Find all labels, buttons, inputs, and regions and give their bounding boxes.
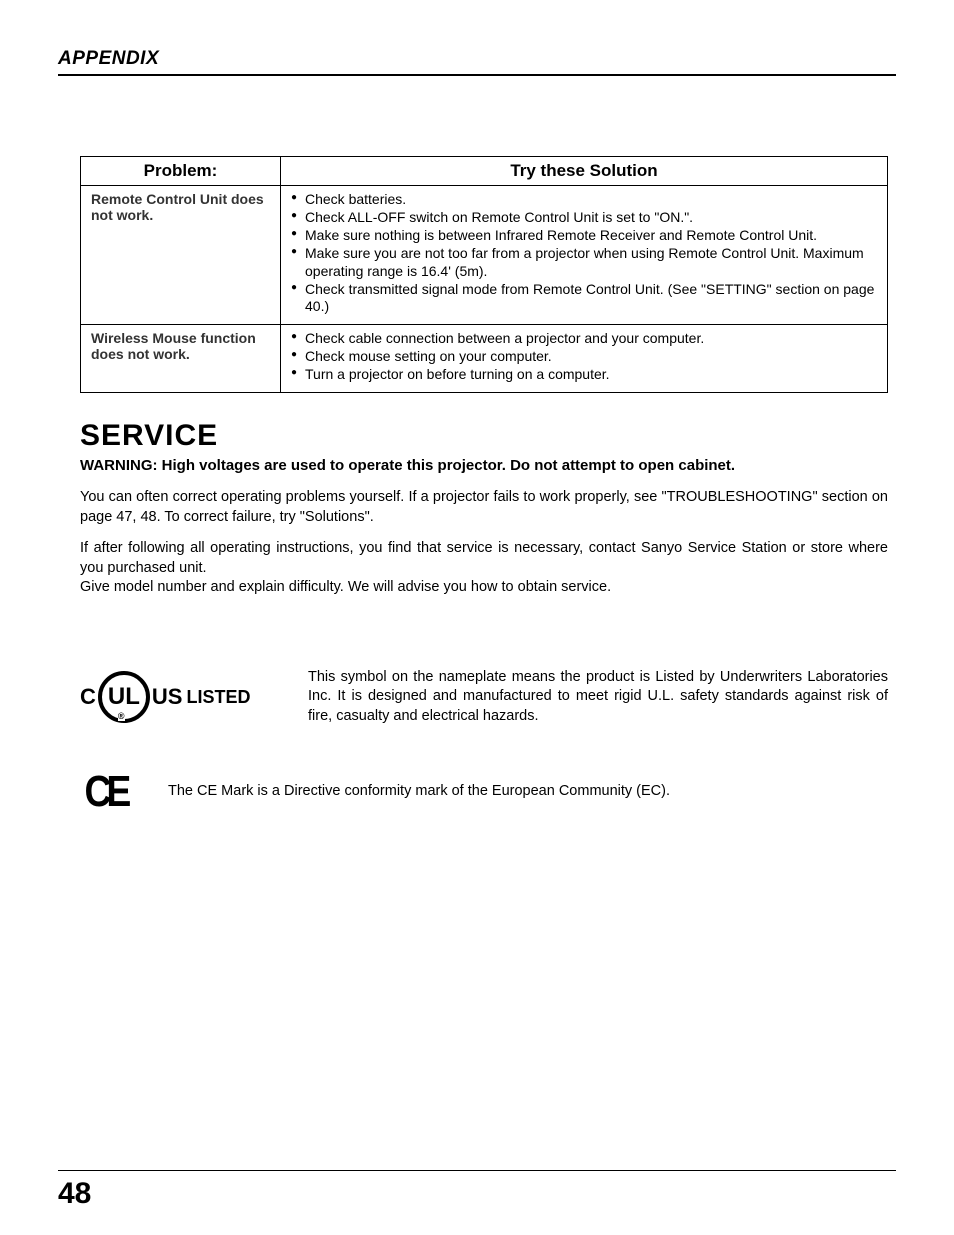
troubleshooting-table: Problem: Try these Solution Remote Contr… [80,156,888,393]
page-number: 48 [58,1177,91,1211]
ul-listed-section: C UL ® US LISTED This symbol on the name… [80,668,888,727]
footer-divider [58,1170,896,1171]
ul-description: This symbol on the nameplate means the p… [308,668,888,727]
table-row: Remote Control Unit does not work. Check… [81,186,888,325]
service-p2: If after following all operating instruc… [80,540,888,576]
problem-cell: Remote Control Unit does not work. [81,186,281,325]
solution-item: Check transmitted signal mode from Remot… [305,281,877,317]
header-title: APPENDIX [58,48,896,70]
service-heading: SERVICE [80,419,896,453]
col-header-problem: Problem: [81,157,281,186]
ul-text: UL [108,683,140,711]
solution-item: Check mouse setting on your computer. [305,348,877,366]
service-p3: Give model number and explain difficulty… [80,579,611,595]
solution-cell: Check batteries. Check ALL-OFF switch on… [281,186,888,325]
ce-mark-section: CE The CE Mark is a Directive conformity… [80,767,888,817]
ce-mark-icon: CE [85,767,136,817]
solution-item: Check cable connection between a project… [305,330,877,348]
service-paragraph: You can often correct operating problems… [80,488,888,527]
problem-cell: Wireless Mouse function does not work. [81,325,281,393]
ul-registered: ® [118,711,125,721]
solution-item: Check batteries. [305,191,877,209]
ul-listed-text: LISTED [186,687,250,708]
solution-item: Turn a projector on before turning on a … [305,366,877,384]
page-header: APPENDIX [58,48,896,76]
ul-us: US [152,684,183,710]
solution-item: Make sure you are not too far from a pro… [305,245,877,281]
ul-circle: UL ® [98,671,150,723]
service-paragraph: If after following all operating instruc… [80,539,888,598]
solution-item: Make sure nothing is between Infrared Re… [305,227,877,245]
warning-text: WARNING: High voltages are used to opera… [80,457,888,474]
solution-item: Check ALL-OFF switch on Remote Control U… [305,209,877,227]
ce-description: The CE Mark is a Directive conformity ma… [168,782,888,802]
ul-listed-icon: C UL ® US LISTED [80,671,280,723]
solution-cell: Check cable connection between a project… [281,325,888,393]
ul-c: C [80,684,96,710]
table-row: Wireless Mouse function does not work. C… [81,325,888,393]
col-header-solution: Try these Solution [281,157,888,186]
